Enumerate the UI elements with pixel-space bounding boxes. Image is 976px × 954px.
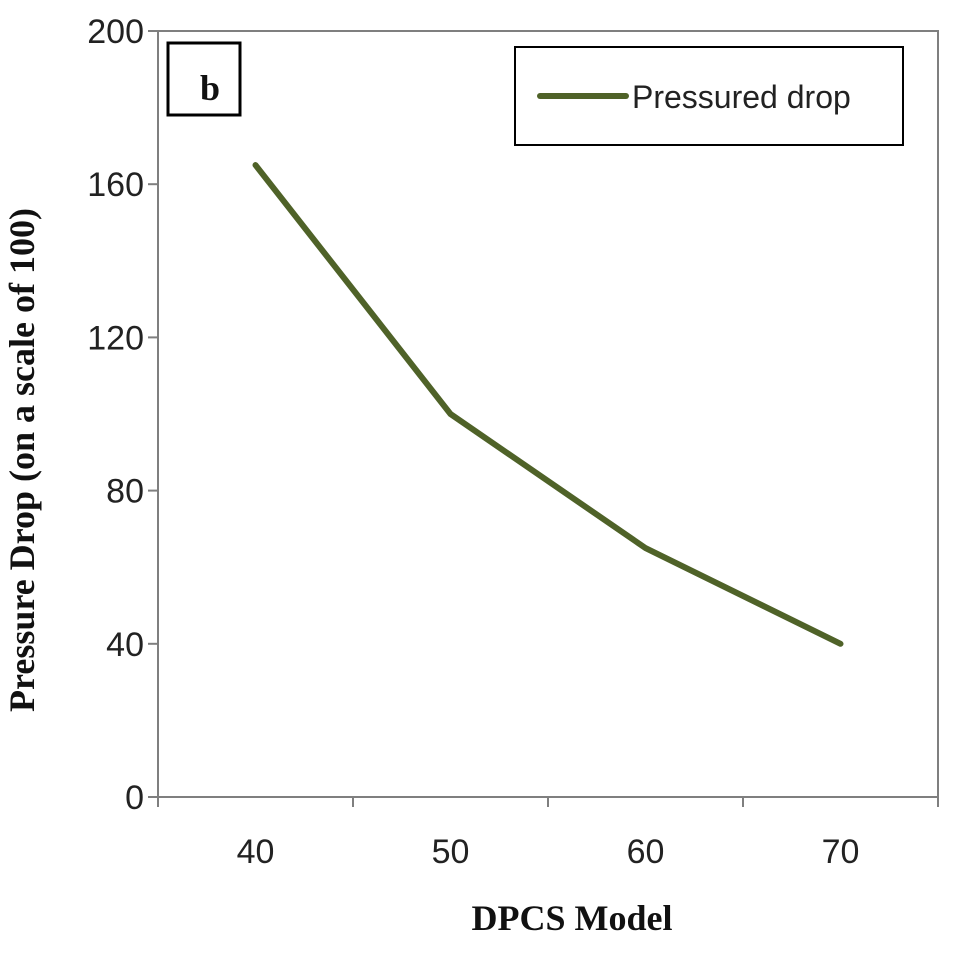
- series-line: [252, 162, 844, 647]
- x-tick-label: 60: [627, 833, 665, 871]
- y-tick-label: 160: [87, 166, 144, 204]
- x-tick-label: 70: [822, 833, 860, 871]
- x-tick-label: 50: [432, 833, 470, 871]
- y-tick-label: 80: [106, 473, 144, 511]
- panel-label-box: [166, 41, 242, 117]
- panel-label: b: [200, 68, 220, 108]
- y-tick-label: 120: [87, 319, 144, 357]
- y-tick-label: 40: [106, 626, 144, 664]
- plot-area: [157, 30, 939, 798]
- legend-entry: Pressured drop: [632, 79, 851, 115]
- y-tick-label: 200: [87, 13, 144, 51]
- x-tick-label: 40: [237, 833, 275, 871]
- x-ticks: 40 50 60 70: [157, 797, 939, 871]
- y-ticks: 0 40 80 120 160 200: [87, 13, 158, 817]
- x-axis-title: DPCS Model: [472, 898, 673, 938]
- y-tick-label: 0: [125, 779, 144, 817]
- series-layer: [252, 162, 844, 647]
- y-axis-title: Pressure Drop (on a scale of 100): [2, 208, 42, 712]
